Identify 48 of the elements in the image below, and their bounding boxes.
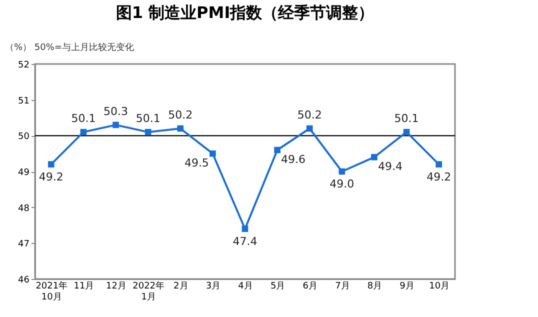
point: [338, 168, 346, 175]
y-tick-label: 49: [18, 168, 30, 178]
point: [371, 154, 378, 160]
x-tick-label: 12月: [106, 282, 126, 292]
point: [403, 128, 410, 136]
point: [436, 161, 442, 168]
x-tick-label: 2021年 10月: [36, 280, 68, 302]
text: 49.5: [184, 156, 209, 170]
point: [112, 122, 119, 128]
point: [306, 125, 313, 132]
text: 50.1: [394, 112, 419, 126]
point: [48, 161, 54, 168]
x-tick-label: 8月: [367, 282, 382, 292]
y-tick-label: 47: [18, 240, 30, 250]
text: 49.2: [38, 170, 64, 184]
y-tick-label: 52: [18, 60, 30, 70]
text: 49.0: [330, 178, 354, 190]
text: （%） 50%=与上月比较无变化: [5, 43, 134, 53]
x-tick-label: 3月: [206, 282, 221, 292]
y-tick-label: 50: [18, 132, 30, 142]
x-tick-label: 6月: [302, 282, 318, 292]
x-tick-label: 5月: [270, 282, 286, 292]
text: 50.1: [136, 112, 160, 126]
x-tick-label: 2022年 1月: [132, 280, 165, 302]
point: [80, 128, 87, 136]
x-tick-label: 7月: [335, 282, 350, 292]
point: [144, 128, 152, 136]
point: [274, 146, 280, 154]
text: 49.4: [378, 160, 402, 174]
text: 50.3: [104, 104, 128, 118]
chart-title: 图1 制造业PMI指数（经季节调整）: [116, 3, 374, 22]
point: [210, 150, 216, 157]
x-tick-label: 4月: [238, 282, 253, 292]
point: [177, 125, 184, 132]
x-tick-label: 11月: [74, 282, 94, 292]
text: 49.2: [426, 170, 452, 184]
x-tick-label: 2月: [174, 282, 188, 292]
x-tick-label: 10月: [429, 282, 450, 292]
text: 50.2: [168, 108, 193, 122]
y-tick-label: 46: [18, 276, 30, 286]
text: 49.6: [281, 153, 306, 166]
x-tick-label: 9月: [400, 282, 414, 292]
point: [242, 226, 248, 232]
text: 47.4: [232, 234, 258, 248]
text: 50.1: [71, 112, 96, 126]
y-tick-label: 51: [18, 96, 30, 106]
y-tick-label: 48: [18, 204, 30, 214]
text: 50.2: [297, 108, 322, 122]
